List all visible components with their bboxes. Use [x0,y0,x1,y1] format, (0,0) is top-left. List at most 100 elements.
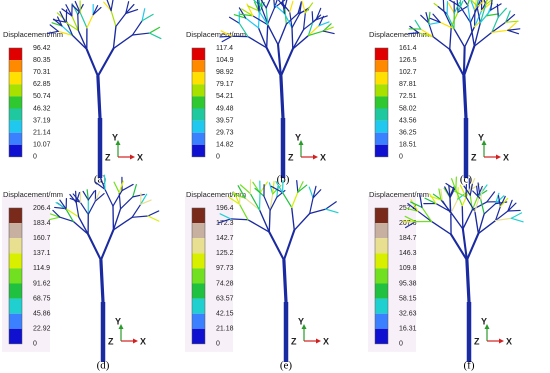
branch [96,74,102,120]
branch [407,32,420,35]
branch [147,215,160,222]
branch [72,220,89,235]
axis-y: Y [295,132,301,142]
branch [292,34,310,50]
branch [407,203,419,212]
legend-label: 42.15 [216,311,234,318]
color-bar-frame [374,47,389,158]
legend-label: 62.85 [33,81,51,88]
branch [486,191,496,203]
branch [276,185,279,198]
legend-label: 63.57 [216,295,234,302]
branch [260,0,263,8]
branch [103,174,106,190]
legend-label: 117.4 [216,45,233,52]
branch [289,11,293,29]
branch [279,74,285,120]
branch [463,0,469,6]
branch [473,10,483,28]
branch [87,190,95,201]
color-block [9,223,22,239]
branch [291,27,294,50]
branch [440,188,443,202]
branch [141,13,154,22]
legend-label: 18.51 [399,142,417,149]
branch [125,9,139,15]
branch [247,35,268,49]
legend-label: 16.31 [399,326,417,333]
color-block [375,108,388,121]
branch [238,22,249,38]
branch [75,201,80,218]
branch [230,218,249,221]
legend-label: 68.75 [33,295,51,302]
legend-label: 72.51 [399,93,417,100]
color-block [192,132,205,145]
branch [79,201,89,216]
branch [453,28,466,48]
branch [245,17,260,29]
branch [267,24,279,46]
branch [477,182,481,196]
axis-x: X [320,152,326,162]
panel: Displacement/mm 206.4 183.4 160.7 137.1 114.9… [2,174,160,372]
branch [437,6,448,15]
color-bar-frame [191,207,206,345]
branch [52,19,66,23]
axis-z: Z [471,152,477,162]
branch [61,8,73,17]
y-arrow-head [115,140,121,145]
tree [218,179,339,362]
branch [268,209,271,233]
branch [231,193,246,199]
branch [48,216,61,221]
branch [56,12,67,22]
branch [477,0,486,7]
branch [421,206,433,223]
branch [94,190,101,202]
branch [279,47,294,78]
tree [402,176,524,362]
branch [59,216,74,223]
branch [239,184,251,195]
branch [459,184,467,198]
branch [103,1,112,12]
x-arrow-head [316,338,321,344]
panel: Displacement/mm 117.4 104.9 98.92 79.17 54.21… [186,0,335,186]
color-block [9,60,22,73]
legend-label: 97.73 [216,265,234,272]
color-block [192,298,205,314]
tree [219,0,335,178]
branch [505,10,511,23]
y-arrow-head [118,324,124,329]
legend-label: 46.32 [33,105,51,112]
legend-label: 0 [399,154,403,161]
branch [325,208,339,214]
axis-x: X [137,152,143,162]
color-bar-frame [8,47,23,158]
branch [432,13,441,23]
panel: Displacement/mm 96.42 80.35 70.31 62.85 50.74… [3,0,162,186]
color-block [9,253,22,269]
branch [86,14,94,29]
y-arrow-head [484,324,490,329]
legend-label: 0 [399,341,403,348]
axis-x: X [323,336,329,346]
color-block [192,48,205,61]
branch [252,0,262,8]
branch [69,193,77,204]
branch [131,32,151,36]
color-block [375,132,388,145]
legend-label: 50.74 [33,93,51,100]
branch [282,258,288,304]
branch [315,15,328,21]
color-block [9,84,22,97]
color-block [375,120,388,133]
legend-label: 0 [216,154,220,161]
branch [494,205,502,222]
legend-label: 0 [33,341,37,348]
branch [274,4,285,14]
legend-label: 80.35 [33,57,51,64]
branch [409,25,420,34]
branch [110,10,117,28]
